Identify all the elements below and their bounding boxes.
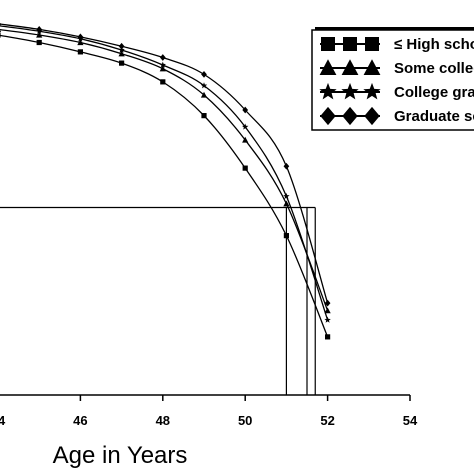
legend-marker-square [343, 37, 357, 51]
data-point-star [324, 316, 331, 323]
data-point-triangle [200, 91, 208, 98]
x-tick-label: 44 [0, 413, 6, 428]
x-tick-label: 48 [156, 413, 170, 428]
legend-label: Some college [394, 60, 474, 77]
legend-marker-square [321, 37, 335, 51]
x-tick-label: 46 [73, 413, 87, 428]
data-point-star [200, 82, 208, 89]
data-point-diamond [118, 42, 125, 50]
legend-marker-star [363, 82, 381, 100]
data-point-star [241, 123, 249, 130]
plot-area [0, 22, 331, 395]
data-point-triangle [324, 307, 331, 314]
legend-marker-star [319, 82, 337, 100]
data-point-square [119, 60, 125, 66]
data-point-square [36, 39, 42, 46]
data-point-triangle [283, 200, 290, 207]
legend-marker-triangle [341, 59, 359, 75]
data-point-triangle [118, 50, 125, 57]
data-point-triangle [36, 31, 43, 38]
data-point-diamond [201, 70, 207, 78]
x-tick-label: 54 [403, 413, 418, 428]
data-point-square [0, 32, 1, 38]
data-point-star [118, 46, 125, 53]
data-point-triangle [242, 136, 249, 143]
legend: ≤ High school Some college College graduat… [311, 27, 474, 131]
data-point-diamond [77, 33, 84, 41]
legend-label: College graduate [394, 84, 474, 101]
legend-label: Graduate school [394, 108, 474, 125]
legend-shadow [315, 27, 474, 30]
legend-marker-diamond [364, 106, 380, 126]
data-point-triangle [0, 29, 2, 32]
data-point-diamond [242, 106, 249, 114]
data-point-diamond [283, 162, 290, 170]
data-point-diamond [36, 25, 43, 33]
data-point-diamond [324, 299, 331, 307]
x-tick-label: 50 [238, 413, 252, 428]
data-point-square [201, 113, 207, 119]
legend-marker-triangle [319, 59, 337, 75]
data-point-square [325, 334, 331, 340]
legend-marker-star [341, 82, 359, 100]
legend-marker-diamond [320, 106, 336, 126]
data-point-square [242, 165, 248, 171]
data-point-triangle [159, 65, 166, 72]
data-point-square [77, 49, 83, 55]
x-axis: 44 46 48 50 52 54 [0, 394, 418, 428]
legend-marker-triangle [363, 59, 381, 75]
data-point-triangle [77, 39, 84, 46]
legend-label: ≤ High school [394, 36, 474, 53]
data-point-star [159, 61, 167, 68]
x-tick-label: 52 [320, 413, 334, 428]
data-point-square [160, 79, 166, 85]
legend-marker-diamond [342, 106, 358, 126]
data-point-star [283, 192, 290, 199]
legend-marker-square [365, 37, 379, 51]
data-point-diamond [0, 22, 1, 25]
data-point-square [283, 233, 289, 239]
data-point-diamond [159, 54, 166, 61]
series-line-triangle [0, 28, 329, 311]
x-axis-title: Age in Years [53, 442, 188, 469]
